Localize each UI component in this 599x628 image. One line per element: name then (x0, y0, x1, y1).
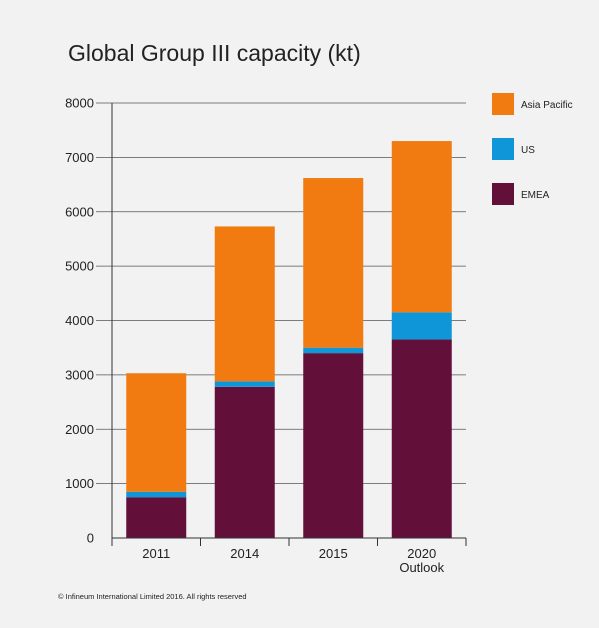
y-tick-label: 3000 (65, 367, 94, 382)
bar-segment-emea (126, 497, 187, 538)
y-tick-label: 2000 (65, 422, 94, 437)
bar-segment-us (391, 312, 452, 340)
x-tick-label: 2015 (319, 546, 348, 561)
legend-label: EMEA (521, 190, 550, 201)
y-tick-label: 6000 (65, 204, 94, 219)
legend-swatch (492, 183, 514, 205)
legend-swatch (492, 93, 514, 115)
bar-segment-emea (391, 339, 452, 538)
x-tick-label: Outlook (399, 560, 444, 575)
bar-segment-emea (303, 353, 364, 538)
y-tick-label: 8000 (65, 96, 94, 111)
x-tick-label: 2014 (230, 546, 259, 561)
legend-label: US (521, 145, 535, 156)
bar-segment-asia-pacific (126, 373, 187, 492)
bars (126, 141, 452, 538)
x-tick-label: 2020 (407, 546, 436, 561)
y-tick-labels: 0 1000 2000 3000 4000 5000 6000 7000 8000 (65, 96, 94, 546)
y-tick-label: 1000 (65, 476, 94, 491)
bar-segment-asia-pacific (391, 141, 452, 313)
bar-segment-us (214, 381, 275, 387)
bar-segment-us (303, 347, 364, 354)
bar-segment-emea (214, 386, 275, 538)
y-tick-label: 4000 (65, 313, 94, 328)
y-tick-label: 0 (87, 531, 94, 546)
legend-swatch (492, 138, 514, 160)
bar-segment-us (126, 491, 187, 498)
legend: Asia Pacific US EMEA (492, 93, 573, 205)
legend-label: Asia Pacific (521, 100, 573, 111)
x-tick-label: 2011 (142, 546, 170, 561)
y-tick-label: 5000 (65, 259, 94, 274)
y-tick-label: 7000 (65, 150, 94, 165)
copyright-notice: © Infineum International Limited 2016. A… (58, 592, 247, 601)
bar-segment-asia-pacific (214, 226, 275, 382)
chart-title: Global Group III capacity (kt) (68, 40, 361, 66)
axes (111, 103, 467, 546)
bar-segment-asia-pacific (303, 178, 364, 348)
